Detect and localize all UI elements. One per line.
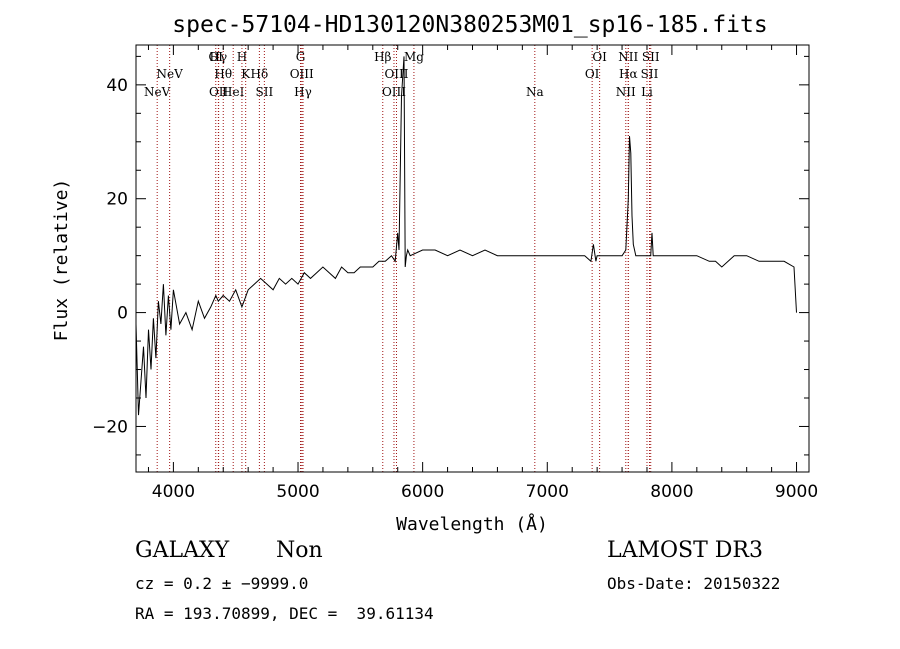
emission-line-label: Hα [619, 67, 638, 81]
x-tick-label: 7000 [526, 482, 569, 502]
object-subclass: Non [276, 538, 323, 563]
emission-line-label: Mg [404, 50, 424, 64]
emission-line-label: Hβ [374, 50, 391, 64]
y-tick-label: −20 [92, 417, 128, 437]
y-axis: −20 0 20 40 [92, 55, 809, 456]
x-tick-label: 5000 [276, 482, 319, 502]
emission-line-label: NeV [144, 85, 171, 99]
emission-line-label: SII [256, 85, 274, 99]
coordinates: RA = 193.70899, DEC = 39.61134 [135, 604, 434, 623]
emission-line-label: K [241, 67, 251, 81]
emission-line-label: Hδ [251, 67, 269, 81]
x-tick-label: 6000 [401, 482, 444, 502]
x-axis-label: Wavelength (Å) [396, 513, 548, 535]
emission-line-label: OIII [382, 85, 406, 99]
x-tick-label: 8000 [650, 482, 693, 502]
x-tick-label: 9000 [775, 482, 818, 502]
object-class: GALAXY [135, 538, 230, 563]
emission-line-label: Li [641, 85, 653, 99]
emission-line-label: OIII [384, 67, 408, 81]
redshift-cz: cz = 0.2 ± −9999.0 [135, 574, 309, 593]
emission-line-label: SII [642, 50, 660, 64]
emission-line-label: NII [616, 85, 636, 99]
emission-line-label: OI [585, 67, 600, 81]
chart-title: spec-57104-HD130120N380253M01_sp16-185.f… [172, 12, 767, 38]
emission-line-label: Hγ [294, 85, 312, 99]
spectrum-chart: spec-57104-HD130120N380253M01_sp16-185.f… [51, 12, 818, 535]
emission-line-label: Hθ [214, 67, 232, 81]
survey-name: LAMOST DR3 [607, 538, 763, 563]
y-tick-label: 20 [106, 190, 128, 210]
spectrum-line-group [135, 56, 797, 416]
x-axis: 4000 5000 6000 7000 8000 9000 [147, 45, 818, 502]
plot-frame [135, 44, 810, 473]
emission-line-label: H [237, 50, 247, 64]
emission-line-label: SII [641, 67, 659, 81]
x-tick-label: 4000 [152, 482, 195, 502]
emission-line-label: G [296, 50, 306, 64]
observation-date: Obs-Date: 20150322 [607, 574, 781, 593]
emission-line-label: Na [526, 85, 544, 99]
emission-line-label: OII [209, 85, 229, 99]
spectrum-line [135, 56, 797, 416]
y-tick-label: 40 [106, 76, 128, 96]
emission-line-label: HeI [222, 85, 245, 99]
emission-line-label: OIII [290, 67, 314, 81]
y-tick-label: 0 [117, 304, 128, 324]
emission-line-label: OI [208, 50, 223, 64]
y-axis-label: Flux (relative) [51, 179, 72, 342]
emission-line-label: OI [592, 50, 607, 64]
emission-line-label: NeV [157, 67, 184, 81]
